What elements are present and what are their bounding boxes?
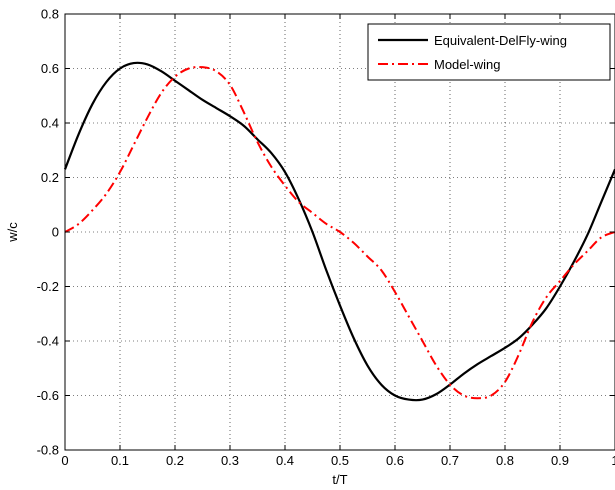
series-line-equivalent-delfly-wing <box>63 61 615 402</box>
x-tick-label: 0.6 <box>386 453 404 468</box>
x-tick-label: 1 <box>611 453 615 468</box>
y-tick-label: -0.6 <box>37 388 59 403</box>
x-tick-label: 0.4 <box>276 453 294 468</box>
x-tick-label: 0.7 <box>441 453 459 468</box>
legend-box <box>367 23 611 81</box>
x-tick-labels: 0 0.1 0.2 0.3 0.4 0.5 0.6 0.7 0.8 0.9 1 <box>61 453 615 468</box>
legend-label-model-wing: Model-wing <box>434 57 500 72</box>
x-tick-label: 0.3 <box>221 453 239 468</box>
x-tick-label: 0.8 <box>496 453 514 468</box>
y-tick-labels: -0.8 -0.6 -0.4 -0.2 0 0.2 0.4 0.6 0.8 <box>37 7 59 458</box>
axis-ticks <box>64 13 615 451</box>
y-tick-label: 0.4 <box>41 116 59 131</box>
x-tick-label: 0.1 <box>111 453 129 468</box>
x-tick-label: 0.2 <box>166 453 184 468</box>
y-tick-label: 0.2 <box>41 170 59 185</box>
y-tick-label: -0.8 <box>37 443 59 458</box>
x-tick-label: 0.9 <box>551 453 569 468</box>
series-lines <box>63 61 615 402</box>
legend: Equivalent-DelFly-wing Model-wing <box>367 23 611 81</box>
y-tick-label: 0.8 <box>41 7 59 22</box>
y-tick-label: -0.2 <box>37 279 59 294</box>
x-axis-label: t/T <box>332 472 347 487</box>
legend-label-equivalent-delfly-wing: Equivalent-DelFly-wing <box>434 33 567 48</box>
y-tick-label: -0.4 <box>37 334 59 349</box>
grid <box>65 14 615 450</box>
x-tick-label: 0 <box>61 453 68 468</box>
y-tick-label: 0.6 <box>41 61 59 76</box>
y-axis-label: w/c <box>5 222 20 243</box>
series-line-model-wing <box>64 65 615 400</box>
y-tick-label: 0 <box>52 225 59 240</box>
x-tick-label: 0.5 <box>331 453 349 468</box>
